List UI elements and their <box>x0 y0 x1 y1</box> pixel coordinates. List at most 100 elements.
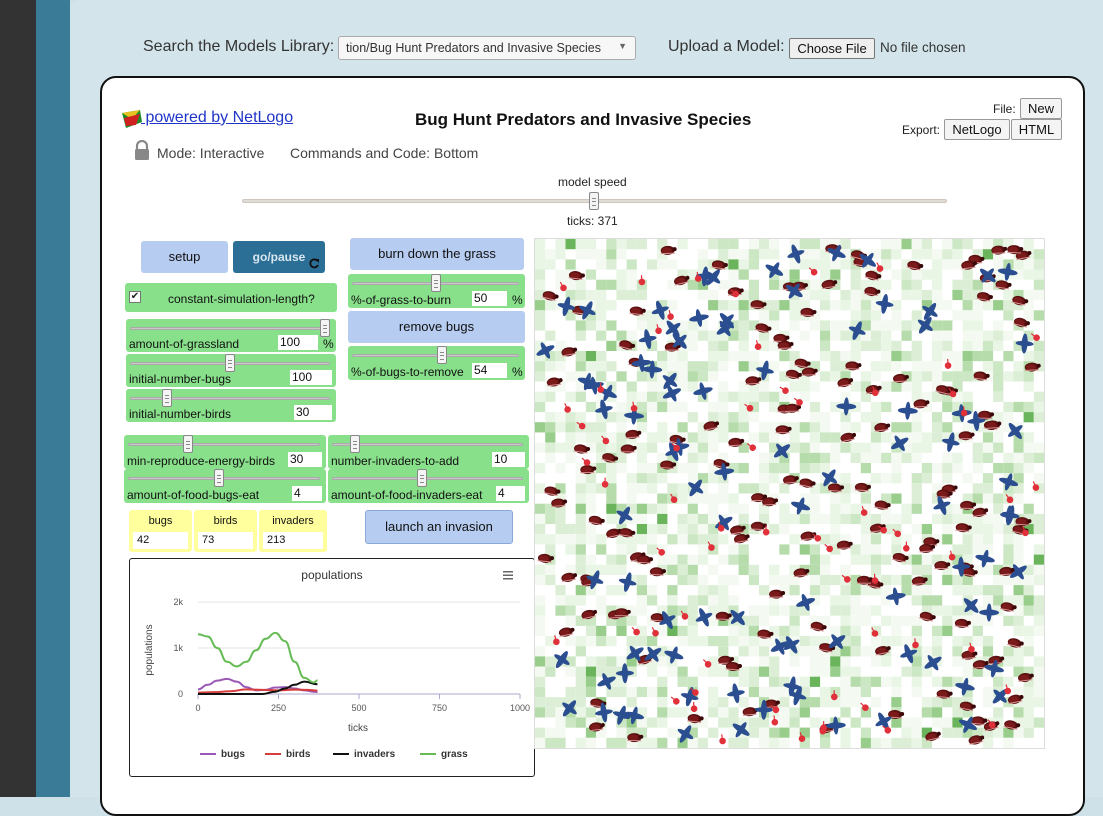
slider-handle[interactable] <box>350 435 360 453</box>
model-select[interactable]: tion/Bug Hunt Predators and Invasive Spe… <box>338 36 636 60</box>
slider-handle[interactable] <box>417 469 427 487</box>
slider-value[interactable]: 100 <box>290 370 332 385</box>
lock-icon[interactable] <box>134 140 150 160</box>
slider-handle[interactable] <box>225 354 235 372</box>
slider-track[interactable] <box>332 443 523 446</box>
monitor-bugs-value: 42 <box>133 532 188 549</box>
grass-patches <box>535 239 1044 748</box>
new-button[interactable]: New <box>1020 98 1062 119</box>
constant-length-switch[interactable]: ✔ constant-simulation-length? <box>125 283 337 312</box>
x-tick-label: 750 <box>432 703 447 713</box>
slider-track[interactable] <box>130 397 330 400</box>
slider-track[interactable] <box>332 477 523 480</box>
slider-value[interactable]: 4 <box>496 486 525 501</box>
slider-track[interactable] <box>128 443 320 446</box>
model-title: Bug Hunt Predators and Invasive Species <box>415 110 751 130</box>
legend-label-bugs: bugs <box>221 749 245 760</box>
powered-by-link[interactable]: powered by NetLogo <box>141 109 293 127</box>
slider-amount-of-food-invaders-eat[interactable]: amount-of-food-invaders-eat 4 <box>328 469 529 503</box>
slider-value[interactable]: 54 <box>472 363 507 378</box>
invader-icon <box>718 734 727 745</box>
x-axis-label: ticks <box>348 723 368 734</box>
monitor-invaders-value: 213 <box>263 532 323 549</box>
slider-track[interactable] <box>130 327 330 330</box>
monitor-bugs: bugs 42 <box>129 510 192 552</box>
file-status: No file chosen <box>880 40 966 55</box>
slider-handle[interactable] <box>431 274 441 292</box>
slider-label: amount-of-food-bugs-eat <box>127 488 259 502</box>
y-tick-label: 0 <box>178 689 183 699</box>
model-select-value: tion/Bug Hunt Predators and Invasive Spe… <box>346 41 601 55</box>
export-label: Export: <box>902 123 940 137</box>
mode-label: Mode: Interactive <box>157 145 264 161</box>
series-line-grass <box>198 633 317 683</box>
left-edge-bar <box>0 0 36 797</box>
switch-checkbox[interactable]: ✔ <box>129 291 141 303</box>
slider-handle[interactable] <box>437 346 447 364</box>
netlogo-logo-icon <box>122 110 142 128</box>
monitor-birds-label: birds <box>194 515 257 527</box>
slider-label: amount-of-food-invaders-eat <box>331 488 482 502</box>
upload-label: Upload a Model: <box>668 38 785 56</box>
slider-number-invaders-to-add[interactable]: number-invaders-to-add 10 <box>328 435 529 469</box>
legend-label-grass: grass <box>441 749 468 760</box>
x-tick-label: 500 <box>351 703 366 713</box>
launch-invasion-button[interactable]: launch an invasion <box>365 510 513 544</box>
ticks-counter: ticks: 371 <box>567 214 618 228</box>
search-label: Search the Models Library: <box>143 38 334 56</box>
file-label: File: <box>993 102 1016 116</box>
choose-file-button[interactable]: Choose File <box>789 38 875 59</box>
slider-label: number-invaders-to-add <box>331 454 459 468</box>
forever-icon <box>308 258 320 270</box>
switch-label: constant-simulation-length? <box>168 292 315 306</box>
monitor-invaders-label: invaders <box>259 515 327 527</box>
slider-unit: % <box>512 365 523 379</box>
bug-icon <box>742 706 759 717</box>
slider-handle[interactable] <box>214 469 224 487</box>
chart-menu-icon[interactable] <box>503 571 513 580</box>
x-tick-label: 1000 <box>510 703 530 713</box>
slider-track[interactable] <box>128 477 320 480</box>
slider-value[interactable]: 30 <box>294 405 332 420</box>
monitor-bugs-label: bugs <box>129 515 192 527</box>
chevron-down-icon: ▼ <box>618 41 627 51</box>
remove-bugs-button[interactable]: remove bugs <box>348 311 525 343</box>
legend-label-invaders: invaders <box>354 749 396 760</box>
slider-value[interactable]: 100 <box>278 335 318 350</box>
slider-label: initial-number-birds <box>129 407 231 421</box>
x-tick-label: 250 <box>271 703 286 713</box>
slider-value[interactable]: 50 <box>472 291 507 306</box>
slider-handle[interactable] <box>183 435 193 453</box>
y-tick-label: 1k <box>173 643 183 653</box>
go-pause-button[interactable]: go/pause <box>233 241 325 273</box>
slider-value[interactable]: 30 <box>288 452 322 467</box>
burn-grass-button[interactable]: burn down the grass <box>350 238 524 270</box>
legend-label-birds: birds <box>286 749 311 760</box>
slider-value[interactable]: 4 <box>292 486 322 501</box>
slider-amount-of-food-bugs-eat[interactable]: amount-of-food-bugs-eat 4 <box>124 469 326 503</box>
slider-initial-number-birds[interactable]: initial-number-birds 30 <box>126 389 336 422</box>
slider-track[interactable] <box>352 354 519 357</box>
slider-value[interactable]: 10 <box>492 452 525 467</box>
export-html-button[interactable]: HTML <box>1011 119 1062 140</box>
export-netlogo-button[interactable]: NetLogo <box>944 119 1010 140</box>
slider-handle[interactable] <box>320 319 330 337</box>
slider-label: amount-of-grassland <box>129 337 239 351</box>
monitor-invaders: invaders 213 <box>259 510 327 552</box>
world-view[interactable] <box>534 238 1045 749</box>
invader-icon <box>667 310 676 321</box>
model-speed-label: model speed <box>558 175 627 189</box>
setup-button[interactable]: setup <box>141 241 228 273</box>
slider-handle[interactable] <box>162 389 172 407</box>
commands-code-toggle[interactable]: Commands and Code: Bottom <box>290 145 478 161</box>
bird-icon <box>836 397 857 416</box>
y-tick-label: 2k <box>173 597 183 607</box>
speed-slider-handle[interactable] <box>589 192 599 210</box>
